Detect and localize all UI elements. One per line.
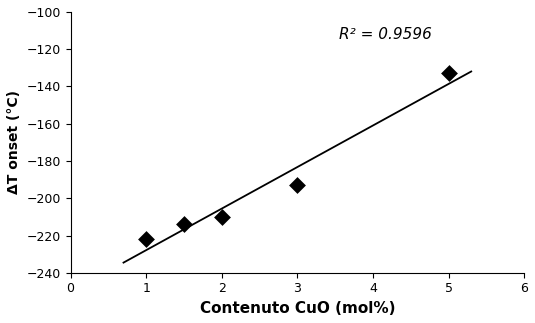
Text: R² = 0.9596: R² = 0.9596 <box>339 27 432 42</box>
Y-axis label: ΔT onset (°C): ΔT onset (°C) <box>7 90 21 194</box>
Point <box>293 182 302 188</box>
Point <box>444 71 453 76</box>
Point <box>180 222 188 227</box>
Point <box>218 214 226 219</box>
Point <box>142 237 150 242</box>
X-axis label: Contenuto CuO (mol%): Contenuto CuO (mol%) <box>200 301 395 316</box>
